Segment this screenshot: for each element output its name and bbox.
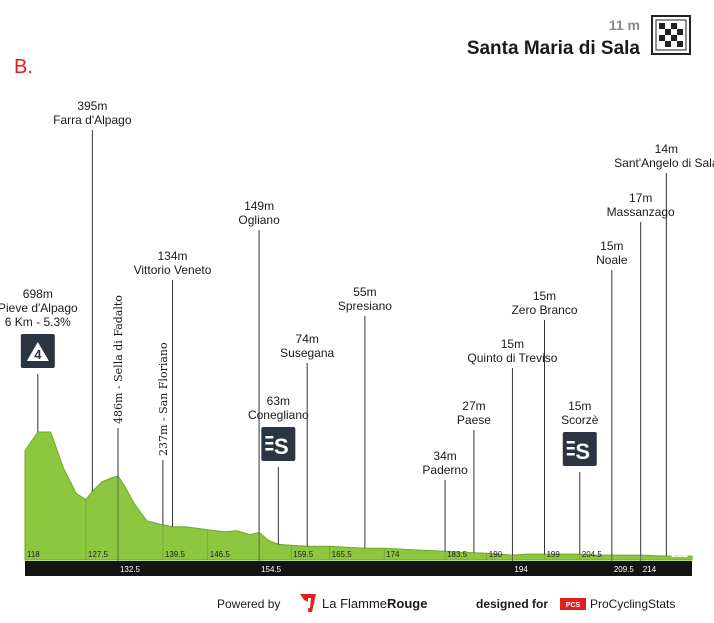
- waypoint-label-4-0: 63m: [267, 394, 290, 408]
- waypoint-label-1-0: 395m: [77, 99, 107, 113]
- tick-label-end: 222: [671, 549, 688, 560]
- waypoint-label-6-1: Spresiano: [338, 299, 392, 313]
- tick-label-bottom-0: 132.5: [120, 565, 141, 574]
- mountain-triangle-0: [26, 342, 49, 361]
- waypoint-label-7-1: Paderno: [422, 463, 468, 477]
- waypoint-label-6-0: 55m: [353, 285, 376, 299]
- tick-label-top-1: 127.5: [88, 550, 109, 559]
- elevation-profile: [24, 431, 693, 561]
- tick-label-bottom-2: 194: [514, 565, 528, 574]
- waypoint-label-11-0: 15m: [568, 399, 591, 413]
- waypoint-label-0-1: Pieve d'Alpago: [0, 301, 78, 315]
- tick-label-top-0: 118: [27, 550, 40, 559]
- waypoint-label-2-0: 134m: [157, 249, 187, 263]
- waypoint-label-12-0: 15m: [600, 239, 623, 253]
- tick-label-bottom-1: 154.5: [261, 565, 282, 574]
- footer: Powered by La FlammeRouge designed for P…: [217, 594, 675, 612]
- waypoint-label-0-0: 698m: [23, 287, 53, 301]
- sprint-stripe-11-0: [566, 441, 575, 444]
- tick-label-top-5: 165.5: [332, 550, 353, 559]
- waypoint-label-0-2: 6 Km - 5.3%: [5, 315, 71, 329]
- finish-name: Santa Maria di Sala: [467, 38, 641, 59]
- tick-label-top-8: 190: [489, 550, 503, 559]
- waypoint-label-7-0: 34m: [433, 449, 456, 463]
- tick-label-top-3: 146.5: [210, 550, 231, 559]
- flamme-rouge-logo-icon: [300, 594, 316, 612]
- designed-for-text: designed for: [476, 597, 548, 611]
- tick-label-top-4: 159.5: [293, 550, 314, 559]
- waypoint-label-9-0: 15m: [501, 337, 524, 351]
- sprint-stripe-4-1: [265, 442, 274, 445]
- distance-axis: 118 127.5 139.5 146.5 159.5 165.5 174 183.5 190 1…: [25, 549, 692, 576]
- tick-label-top-10: 204.5: [582, 550, 603, 559]
- waypoint-label-11-1: Scorzè: [561, 413, 599, 427]
- brand-light: La Flamme: [322, 596, 387, 611]
- waypoint-label-14-1: Sant'Angelo di Sala: [614, 156, 714, 170]
- vertical-waypoint-label-1: 237m - San Floriano: [157, 342, 170, 456]
- waypoint-label-3-0: 149m: [244, 199, 274, 213]
- sprint-icon: [562, 432, 597, 466]
- vertical-waypoint-label-0: 486m - Sella di Fadalto: [112, 295, 125, 424]
- waypoint-label-1-1: Farra d'Alpago: [53, 113, 132, 127]
- sprint-stripe-11-2: [566, 453, 575, 456]
- sprint-stripe-11-1: [566, 447, 575, 450]
- sprint-icon: [261, 427, 296, 461]
- brand-bold: Rouge: [387, 596, 427, 611]
- waypoint-label-8-1: Paese: [457, 413, 491, 427]
- waypoint-label-10-0: 15m: [533, 289, 556, 303]
- badge-text-11: S: [575, 439, 590, 464]
- waypoint-label-14-0: 14m: [655, 142, 678, 156]
- powered-by-text: Powered by: [217, 597, 280, 611]
- finish-altitude: 11 m: [609, 17, 640, 33]
- checkered-flag-icon: [651, 15, 691, 55]
- waypoint-label-5-1: Susegana: [280, 346, 334, 360]
- axis-bar: [25, 561, 692, 576]
- waypoint-label-8-0: 27m: [462, 399, 485, 413]
- badge-text-0: 4: [34, 347, 42, 362]
- pcs-badge-bg: [560, 598, 586, 610]
- badge-text-4: S: [274, 434, 289, 459]
- waypoint-label-13-0: 17m: [629, 191, 652, 205]
- tick-label-top-9: 199: [546, 550, 560, 559]
- tick-label-top-6: 174: [386, 550, 400, 559]
- tick-label-bottom-3: 209.5: [614, 565, 635, 574]
- waypoint-label-5-0: 74m: [296, 332, 319, 346]
- waypoint-label-2-1: Vittorio Veneto: [134, 263, 212, 277]
- panel-marker: B.: [14, 56, 33, 78]
- waypoint-label-10-1: Zero Branco: [511, 303, 577, 317]
- sprint-stripe-4-0: [265, 436, 274, 439]
- pcs-badge: PCS: [566, 602, 581, 609]
- profile-area-group: [24, 431, 693, 561]
- tick-label-top-7: 183.5: [447, 550, 468, 559]
- waypoint-label-12-1: Noale: [596, 253, 628, 267]
- waypoint-label-9-1: Quinto di Treviso: [467, 351, 557, 365]
- tick-label-bottom-4: 214: [643, 565, 657, 574]
- brand-name: La FlammeRouge: [322, 596, 427, 611]
- waypoint-label-13-1: Massanzago: [607, 205, 675, 219]
- waypoint-label-3-1: Ogliano: [238, 213, 280, 227]
- waypoint-label-4-1: Conegliano: [248, 408, 309, 422]
- sprint-stripe-4-2: [265, 448, 274, 451]
- pcs-name: ProCyclingStats: [590, 597, 675, 611]
- tick-label-top-2: 139.5: [165, 550, 186, 559]
